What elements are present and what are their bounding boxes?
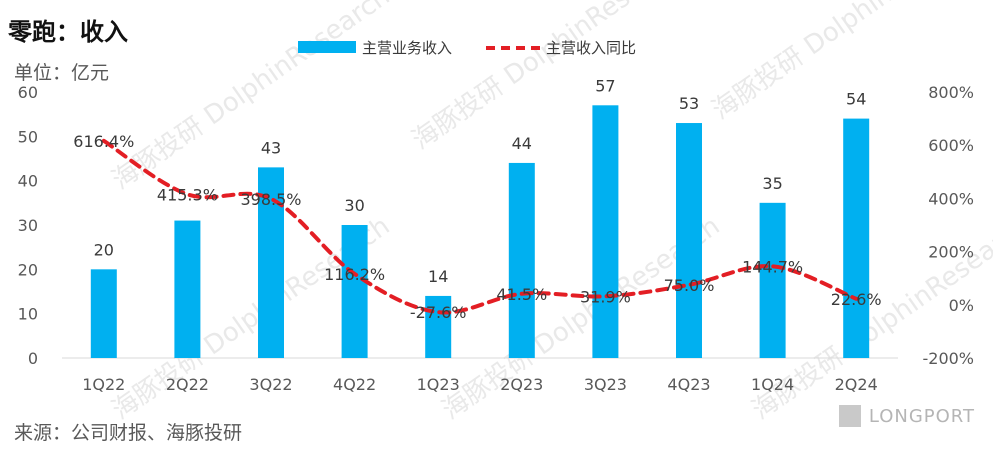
watermark-bg-text: 海豚投研 DolphinResearch: [107, 0, 396, 196]
legend-line-label: 主营收入同比: [546, 39, 636, 57]
y-left-tick: 10: [18, 305, 38, 324]
bar-value-label: 44: [512, 134, 532, 153]
bar-revenue: [90, 269, 117, 358]
chart-title: 零跑：收入: [8, 18, 128, 46]
line-yoy-growth: [101, 138, 859, 315]
line-value-label: 22.6%: [831, 290, 882, 309]
bar-value-label: 20: [94, 240, 114, 259]
bar-value-label: 14: [428, 267, 448, 286]
bar-value-label: 57: [595, 76, 615, 95]
line-value-label: 41.5%: [496, 285, 547, 304]
x-tick-label: 3Q23: [584, 375, 627, 394]
y-right-tick: 0%: [949, 296, 974, 315]
y-left-tick: 40: [18, 172, 38, 191]
source-note: 来源：公司财报、海豚投研: [14, 422, 243, 444]
x-tick-label: 1Q23: [417, 375, 460, 394]
watermark-bg-text: 海豚投研 DolphinResearch: [407, 0, 696, 156]
legend-bar-label: 主营业务收入: [362, 39, 452, 57]
x-tick-label: 1Q22: [82, 375, 125, 394]
y-left-tick: 20: [18, 260, 38, 279]
x-tick-label: 2Q23: [500, 375, 543, 394]
y-left-tick: 0: [28, 349, 38, 368]
bar-revenue: [676, 123, 702, 359]
y-right-tick: 400%: [928, 189, 974, 208]
x-tick-label: 2Q24: [835, 375, 878, 394]
line-value-label: 75.0%: [664, 276, 715, 295]
x-tick-label: 1Q24: [751, 375, 794, 394]
bar-value-label: 53: [679, 94, 699, 113]
watermark-brand: LONGPORT: [838, 405, 975, 427]
line-value-label: 415.3%: [157, 185, 218, 204]
bar-value-label: 30: [344, 196, 364, 215]
x-tick-label: 4Q23: [667, 375, 710, 394]
bar-revenue: [759, 202, 786, 358]
bar-revenue: [258, 167, 284, 358]
bar-value-label: 54: [846, 90, 866, 109]
bar-revenue: [592, 105, 619, 358]
x-tick-label: 2Q22: [166, 375, 209, 394]
watermark-brand-text: LONGPORT: [868, 405, 975, 427]
y-right-tick: -200%: [922, 349, 974, 368]
legend-bar-swatch: [298, 41, 356, 53]
line-value-label: -27.6%: [410, 303, 467, 322]
bar-revenue: [174, 220, 201, 358]
line-value-label: 616.4%: [73, 132, 134, 151]
line-value-label: 31.9%: [580, 287, 631, 306]
bar-value-label: 43: [261, 138, 281, 157]
bar-revenue: [508, 162, 535, 358]
bar-revenue: [843, 118, 870, 358]
line-value-label: 144.7%: [742, 257, 803, 276]
unit-label: 单位：亿元: [14, 62, 110, 84]
longport-logo-icon: [838, 405, 861, 427]
y-left-tick: 50: [18, 127, 38, 146]
y-right-tick: 200%: [928, 243, 974, 262]
bar-value-label: 35: [762, 174, 782, 193]
y-left-tick: 30: [18, 216, 38, 235]
y-left-tick: 60: [18, 83, 38, 102]
bar-revenue: [425, 295, 452, 358]
x-tick-label: 4Q22: [333, 375, 376, 394]
bar-revenue: [341, 225, 368, 358]
y-right-tick: 600%: [928, 136, 974, 155]
line-value-label: 398.5%: [240, 190, 301, 209]
y-right-tick: 800%: [928, 83, 974, 102]
line-value-label: 116.2%: [324, 265, 385, 284]
x-tick-label: 3Q22: [249, 375, 292, 394]
